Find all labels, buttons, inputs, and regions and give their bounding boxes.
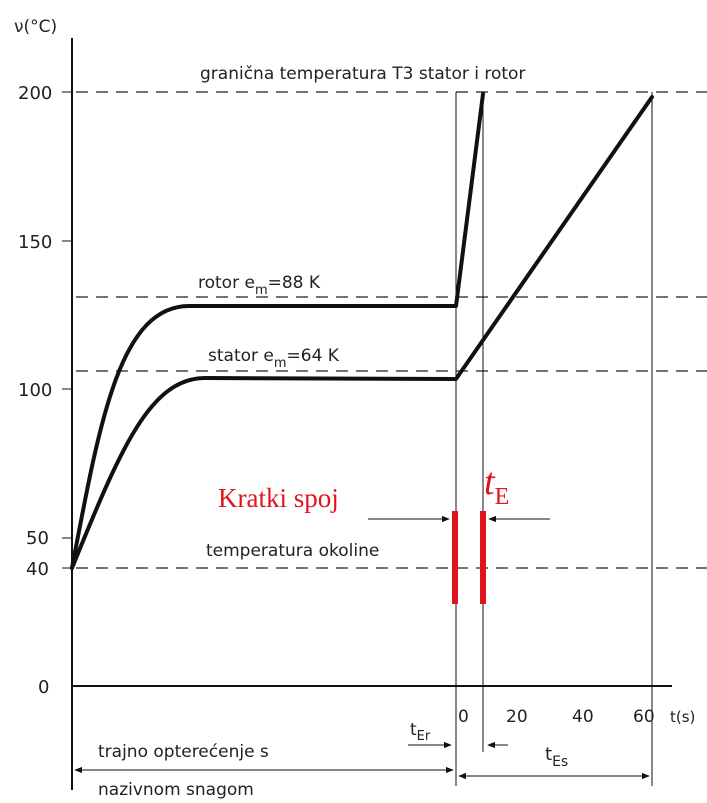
y-axis-label: ν(°C) [14, 17, 57, 37]
load-label-line2: nazivnom snagom [98, 780, 254, 800]
limit-temperature-label: granična temperatura T3 stator i rotor [200, 64, 525, 84]
t-er-label: tEr [410, 720, 431, 744]
x-tick-label-60: 60 [633, 707, 655, 727]
te-label: tE [484, 461, 509, 510]
y-tick-label-100: 100 [18, 380, 52, 401]
short-circuit-label: Kratki spoj [218, 483, 339, 513]
x-tick-label-40: 40 [572, 707, 594, 727]
x-axis-label: t(s) [670, 708, 695, 726]
t-es-label: tEs [545, 744, 568, 770]
y-tick-label-200: 200 [18, 83, 52, 104]
ambient-temperature-label: temperatura okoline [206, 541, 379, 561]
y-tick-label-0: 0 [38, 677, 49, 698]
x-tick-label-0: 0 [458, 707, 469, 727]
stator-curve [70, 95, 654, 570]
y-tick-label-40: 40 [26, 559, 49, 580]
stator-label: stator em=64 K [208, 346, 340, 371]
rotor-curve [70, 92, 485, 570]
load-label-line1: trajno opterećenje s [98, 742, 269, 762]
x-tick-label-20: 20 [506, 707, 528, 727]
y-tick-label-150: 150 [18, 232, 52, 253]
y-tick-label-50: 50 [26, 528, 49, 549]
rotor-label: rotor em=88 K [198, 273, 321, 298]
